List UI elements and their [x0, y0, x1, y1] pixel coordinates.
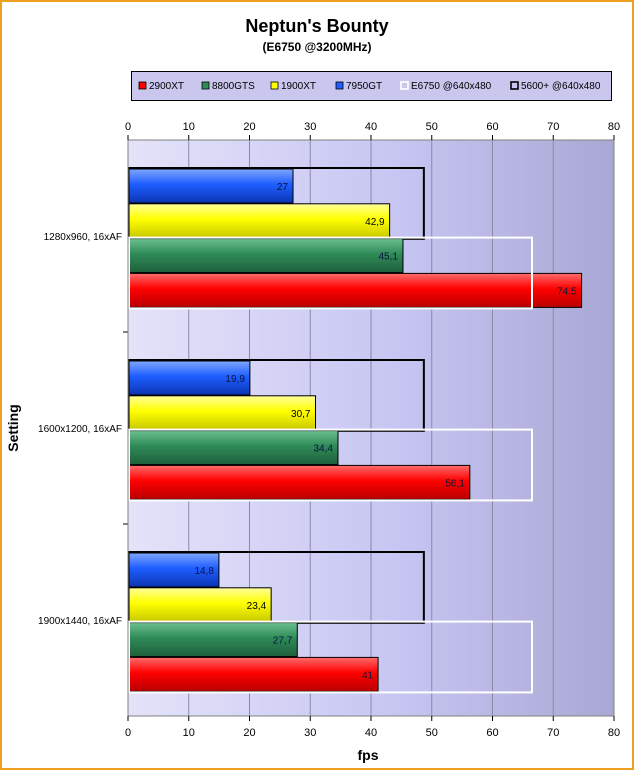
bar-7950gt-1280x960-16xaf [128, 168, 294, 204]
bar-7950gt-1900x1440-16xaf [128, 552, 220, 588]
data-label-2900xt-1900x1440-16xaf: 41 [362, 670, 374, 681]
legend-swatch-8800gts [201, 81, 210, 90]
data-label-7950gt-1600x1200-16xaf: 19,9 [225, 374, 245, 385]
bar-2900xt-1900x1440-16xaf [128, 656, 379, 692]
data-label-1900xt-1900x1440-16xaf: 23,4 [247, 601, 267, 612]
legend-label-8800gts: 8800GTS [212, 81, 255, 92]
data-label-8800gts-1900x1440-16xaf: 27,7 [273, 636, 293, 647]
legend-swatch-e6750-640x480 [400, 81, 409, 90]
legend-label-2900xt: 2900XT [149, 81, 184, 92]
x-tick-label-bottom: 80 [608, 727, 620, 739]
x-tick-label-bottom: 10 [183, 727, 195, 739]
data-label-2900xt-1600x1200-16xaf: 56,1 [445, 478, 465, 489]
x-tick-label-top: 10 [183, 121, 195, 133]
bar-7950gt-1600x1200-16xaf [128, 360, 251, 396]
reference-box-e6750-640x480 [128, 236, 533, 310]
x-tick-label-top: 30 [304, 121, 316, 133]
bar-8800gts-1280x960-16xaf [128, 238, 404, 274]
data-label-1900xt-1280x960-16xaf: 42,9 [365, 217, 385, 228]
data-label-2900xt-1280x960-16xaf: 74,5 [557, 286, 577, 297]
reference-box-e6750-640x480 [128, 620, 533, 694]
x-tick-label-top: 0 [125, 121, 131, 133]
legend [131, 71, 612, 101]
category-label-1600x1200-16xaf: 1600x1200, 16xAF [38, 424, 122, 435]
x-tick-label-bottom: 70 [547, 727, 559, 739]
data-label-7950gt-1280x960-16xaf: 27 [277, 182, 289, 193]
legend-swatch-7950gt [335, 81, 344, 90]
legend-label-5600-640x480: 5600+ @640x480 [521, 81, 601, 92]
chart-title: Neptun's Bounty [245, 16, 389, 36]
bar-8800gts-1900x1440-16xaf [128, 622, 298, 658]
chart-subtitle: (E6750 @3200MHz) [262, 40, 372, 54]
category-label-1900x1440-16xaf: 1900x1440, 16xAF [38, 616, 122, 627]
x-tick-label-top: 40 [365, 121, 377, 133]
legend-label-e6750-640x480: E6750 @640x480 [411, 81, 492, 92]
x-tick-label-bottom: 30 [304, 727, 316, 739]
x-tick-label-bottom: 50 [426, 727, 438, 739]
x-tick-label-bottom: 20 [243, 727, 255, 739]
bar-1900xt-1280x960-16xaf [128, 203, 391, 239]
x-tick-label-bottom: 60 [486, 727, 498, 739]
x-tick-label-bottom: 0 [125, 727, 131, 739]
data-label-1900xt-1600x1200-16xaf: 30,7 [291, 409, 311, 420]
x-tick-label-top: 70 [547, 121, 559, 133]
bar-2900xt-1280x960-16xaf [128, 272, 583, 308]
data-label-8800gts-1280x960-16xaf: 45,1 [379, 252, 399, 263]
y-axis-title: Setting [5, 404, 21, 451]
bar-1900xt-1600x1200-16xaf [128, 395, 317, 431]
x-tick-label-top: 20 [243, 121, 255, 133]
legend-label-7950gt: 7950GT [346, 81, 382, 92]
legend-swatch-2900xt [138, 81, 147, 90]
category-label-1280x960-16xaf: 1280x960, 16xAF [44, 232, 122, 243]
bar-8800gts-1600x1200-16xaf [128, 430, 339, 466]
reference-box-e6750-640x480 [128, 428, 533, 502]
x-tick-label-top: 80 [608, 121, 620, 133]
x-tick-label-bottom: 40 [365, 727, 377, 739]
bar-1900xt-1900x1440-16xaf [128, 587, 272, 623]
x-tick-label-top: 60 [486, 121, 498, 133]
x-axis-title: fps [358, 747, 379, 763]
data-label-7950gt-1900x1440-16xaf: 14,8 [194, 566, 214, 577]
legend-label-1900xt: 1900XT [281, 81, 316, 92]
legend-swatch-1900xt [270, 81, 279, 90]
data-label-8800gts-1600x1200-16xaf: 34,4 [314, 444, 334, 455]
legend-swatch-5600-640x480 [510, 81, 519, 90]
x-tick-label-top: 50 [426, 121, 438, 133]
bar-2900xt-1600x1200-16xaf [128, 464, 471, 500]
